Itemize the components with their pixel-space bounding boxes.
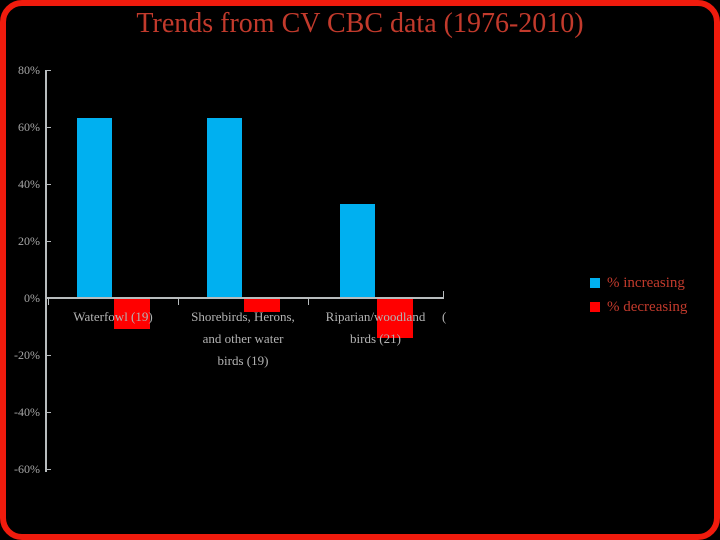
y-axis-tick-label: -20% xyxy=(14,348,40,362)
category-label-line: Riparian/woodland xyxy=(325,309,426,324)
x-axis-line xyxy=(45,297,444,299)
category-label-line: birds (19) xyxy=(217,353,269,368)
category-label: Riparian/woodland birds (21) xyxy=(291,306,461,350)
y-axis-tick-label: 80% xyxy=(18,63,40,77)
y-axis-tick-mark xyxy=(45,469,51,470)
y-axis-tick-label: -40% xyxy=(14,405,40,419)
category-label-line: and other water xyxy=(202,331,284,346)
y-axis-tick-mark xyxy=(45,355,51,356)
y-axis-tick-label: 0% xyxy=(24,291,40,305)
category-label-line: birds (21) xyxy=(350,331,401,346)
bar-increasing xyxy=(207,118,242,298)
bar-decreasing xyxy=(114,299,150,330)
bar-increasing xyxy=(77,118,112,298)
x-axis-tick-mark xyxy=(178,298,179,305)
category-label-line: Waterfowl (19) xyxy=(73,309,153,324)
legend-label-increasing: % increasing xyxy=(607,274,685,291)
x-axis-tick-mark xyxy=(48,298,49,305)
bar-increasing xyxy=(339,203,375,298)
legend-label-decreasing: % decreasing xyxy=(607,298,688,315)
y-axis-tick-mark xyxy=(45,241,51,242)
legend-swatch-increasing-icon xyxy=(590,278,600,288)
legend: % increasing % decreasing xyxy=(590,271,687,319)
y-axis-tick-label: -60% xyxy=(14,462,40,476)
legend-swatch-decreasing-icon xyxy=(590,302,600,312)
category-label: Shorebirds, Herons, and other water birds … xyxy=(158,306,328,372)
legend-item-increasing: % increasing xyxy=(590,271,687,295)
bar-decreasing xyxy=(376,299,413,338)
y-axis-tick-mark xyxy=(45,127,51,128)
y-axis-tick-label: 60% xyxy=(18,120,40,134)
x-axis-tick-mark xyxy=(308,298,309,305)
bar-decreasing xyxy=(244,299,280,313)
x-axis-end-tick-mark xyxy=(443,291,444,298)
y-axis-tick-mark xyxy=(45,70,51,71)
y-axis-tick-label: 20% xyxy=(18,234,40,248)
y-axis-tick-mark xyxy=(45,412,51,413)
category-label-line: Shorebirds, Herons, xyxy=(191,309,295,324)
y-axis-line xyxy=(45,70,47,472)
slide-title: Trends from CV CBC data (1976-2010) xyxy=(136,8,584,39)
clipped-category-label-fragment: ( xyxy=(442,309,447,324)
y-axis-tick-label: 40% xyxy=(18,177,40,191)
y-axis-tick-mark xyxy=(45,184,51,185)
legend-item-decreasing: % decreasing xyxy=(590,295,687,319)
category-label: Waterfowl (19) xyxy=(28,306,198,328)
